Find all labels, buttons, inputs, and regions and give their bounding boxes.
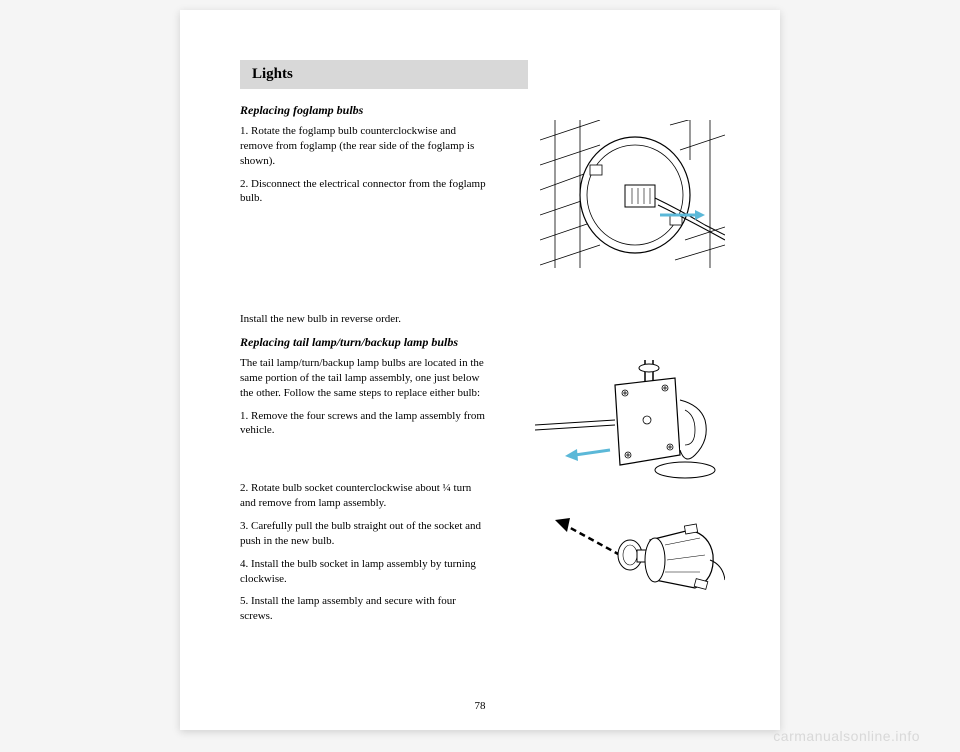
foglamp-illustration [540,120,725,270]
lamp-assembly-illustration [535,360,725,490]
taillamp-heading: Replacing tail lamp/turn/backup lamp bul… [240,335,720,350]
taillamp-step2: 2. Rotate bulb socket counterclockwise a… [240,481,490,511]
foglamp-step2: 2. Disconnect the electrical connector f… [240,177,490,207]
foglamp-heading: Replacing foglamp bulbs [240,103,720,118]
taillamp-step4: 4. Install the bulb socket in lamp assem… [240,557,490,587]
bulb-socket-illustration [555,510,725,610]
page-number: 78 [180,700,780,712]
section-header: Lights [240,60,528,89]
taillamp-step5: 5. Install the lamp assembly and secure … [240,594,490,624]
manual-page: Lights Replacing foglamp bulbs 1. Rotate… [180,10,780,730]
section-title: Lights [252,66,293,82]
taillamp-intro: The tail lamp/turn/backup lamp bulbs are… [240,356,490,401]
foglamp-step1: 1. Rotate the foglamp bulb counterclockw… [240,124,490,169]
taillamp-step3: 3. Carefully pull the bulb straight out … [240,519,490,549]
taillamp-step1: 1. Remove the four screws and the lamp a… [240,409,490,439]
foglamp-note: Install the new bulb in reverse order. [240,312,720,327]
